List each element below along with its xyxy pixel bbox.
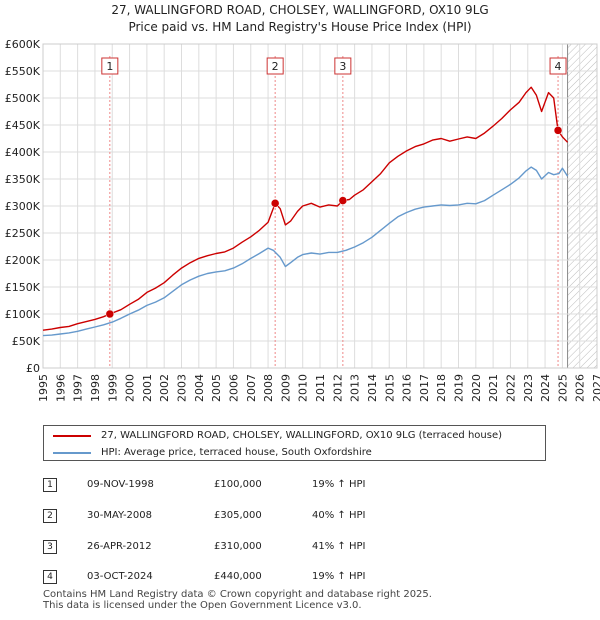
x-tick-label: 2014 (366, 374, 379, 402)
x-tick-label: 2000 (124, 374, 137, 402)
x-tick-label: 1996 (54, 374, 67, 402)
x-tick-label: 2010 (297, 374, 310, 402)
x-tick-label: 2006 (227, 374, 240, 402)
x-tick-label: 2019 (453, 374, 466, 402)
series-line-hpi (42, 166, 569, 337)
y-tick-label: £150K (5, 281, 41, 294)
x-tick-label: 2026 (574, 374, 587, 402)
footer-licence: This data is licensed under the Open Gov… (43, 600, 362, 611)
transaction-number: 3 (43, 540, 57, 554)
x-tick-label: 2022 (504, 374, 517, 402)
table-row: 2 30-MAY-2008 £305,000 40% ↑ HPI (0, 505, 600, 529)
x-tick-label: 2011 (314, 374, 327, 402)
marker-box (101, 57, 119, 75)
transaction-price: £310,000 (214, 541, 262, 552)
x-tick-label: 1999 (106, 374, 119, 402)
table-row: 3 26-APR-2012 £310,000 41% ↑ HPI (0, 536, 600, 560)
transaction-hpi: 41% ↑ HPI (312, 541, 366, 552)
legend-line-hpi (53, 452, 91, 454)
y-tick-label: £400K (5, 146, 41, 159)
y-tick-label: £550K (5, 65, 41, 78)
x-tick-label: 2009 (279, 374, 292, 402)
transaction-number: 2 (43, 509, 57, 523)
x-tick-label: 2007 (245, 374, 258, 402)
x-tick-label: 2016 (401, 374, 414, 402)
y-tick-label: £50K (12, 335, 41, 348)
sale-point (270, 199, 280, 208)
x-tick-label: 2008 (262, 374, 275, 402)
x-tick-label: 2025 (556, 374, 569, 402)
x-tick-label: 2004 (193, 374, 206, 402)
transaction-number: 4 (43, 570, 57, 584)
marker-box (334, 57, 352, 75)
chart-subtitle: Price paid vs. HM Land Registry's House … (128, 20, 471, 34)
legend-line-property (53, 435, 91, 437)
sale-point (553, 126, 563, 135)
table-row: 1 09-NOV-1998 £100,000 19% ↑ HPI (0, 474, 600, 498)
footer-copyright: Contains HM Land Registry data © Crown c… (43, 589, 432, 600)
x-tick-label: 2017 (418, 374, 431, 402)
x-tick-label: 2012 (331, 374, 344, 402)
y-tick-label: £0 (26, 362, 40, 375)
transaction-price: £440,000 (214, 571, 262, 582)
series-line-property (42, 86, 569, 331)
x-tick-label: 2018 (435, 374, 448, 402)
marker-box (549, 57, 567, 75)
x-tick-label: 2023 (522, 374, 535, 402)
x-tick-label: 1998 (89, 374, 102, 402)
footer: Contains HM Land Registry data © Crown c… (43, 589, 432, 611)
transaction-price: £100,000 (214, 479, 262, 490)
sale-point (338, 196, 348, 205)
x-tick-label: 2021 (487, 374, 500, 402)
legend-label-hpi: HPI: Average price, terraced house, Sout… (101, 447, 372, 458)
price-chart: 27, WALLINGFORD ROAD, CHOLSEY, WALLINGFO… (5, 3, 600, 402)
table-row: 4 03-OCT-2024 £440,000 19% ↑ HPI (0, 566, 600, 590)
x-tick-label: 2024 (539, 374, 552, 402)
transaction-hpi: 40% ↑ HPI (312, 510, 366, 521)
transaction-price: £305,000 (214, 510, 262, 521)
transaction-date: 30-MAY-2008 (87, 510, 153, 521)
x-tick-label: 2005 (210, 374, 223, 402)
transaction-date: 09-NOV-1998 (87, 479, 154, 490)
x-tick-label: 2003 (176, 374, 189, 402)
transaction-date: 26-APR-2012 (87, 541, 152, 552)
legend: 27, WALLINGFORD ROAD, CHOLSEY, WALLINGFO… (43, 425, 546, 461)
y-tick-label: £450K (5, 119, 41, 132)
y-tick-label: £300K (5, 200, 41, 213)
y-tick-label: £250K (5, 227, 41, 240)
x-tick-label: 2020 (470, 374, 483, 402)
plot-border (42, 43, 598, 369)
chart-title: 27, WALLINGFORD ROAD, CHOLSEY, WALLINGFO… (111, 3, 488, 17)
transaction-hpi: 19% ↑ HPI (312, 479, 366, 490)
x-tick-label: 2013 (349, 374, 362, 402)
transaction-date: 03-OCT-2024 (87, 571, 153, 582)
y-tick-label: £350K (5, 173, 41, 186)
transaction-number: 1 (43, 478, 57, 492)
x-tick-label: 2015 (383, 374, 396, 402)
marker-box (266, 57, 284, 75)
y-tick-label: £100K (5, 308, 41, 321)
x-tick-label: 2002 (158, 374, 171, 402)
x-tick-label: 2001 (141, 374, 154, 402)
x-tick-label: 2027 (591, 374, 600, 402)
transaction-hpi: 19% ↑ HPI (312, 571, 366, 582)
marker-label: 4 (555, 60, 562, 73)
x-tick-label: 1995 (37, 374, 50, 402)
marker-label: 3 (339, 60, 346, 73)
y-tick-label: £200K (5, 254, 41, 267)
x-tick-label: 1997 (72, 374, 85, 402)
y-tick-label: £500K (5, 92, 41, 105)
y-tick-label: £600K (5, 38, 41, 51)
marker-label: 2 (272, 60, 279, 73)
marker-label: 1 (106, 60, 113, 73)
sale-point (105, 309, 115, 319)
legend-label-property: 27, WALLINGFORD ROAD, CHOLSEY, WALLINGFO… (101, 430, 503, 441)
